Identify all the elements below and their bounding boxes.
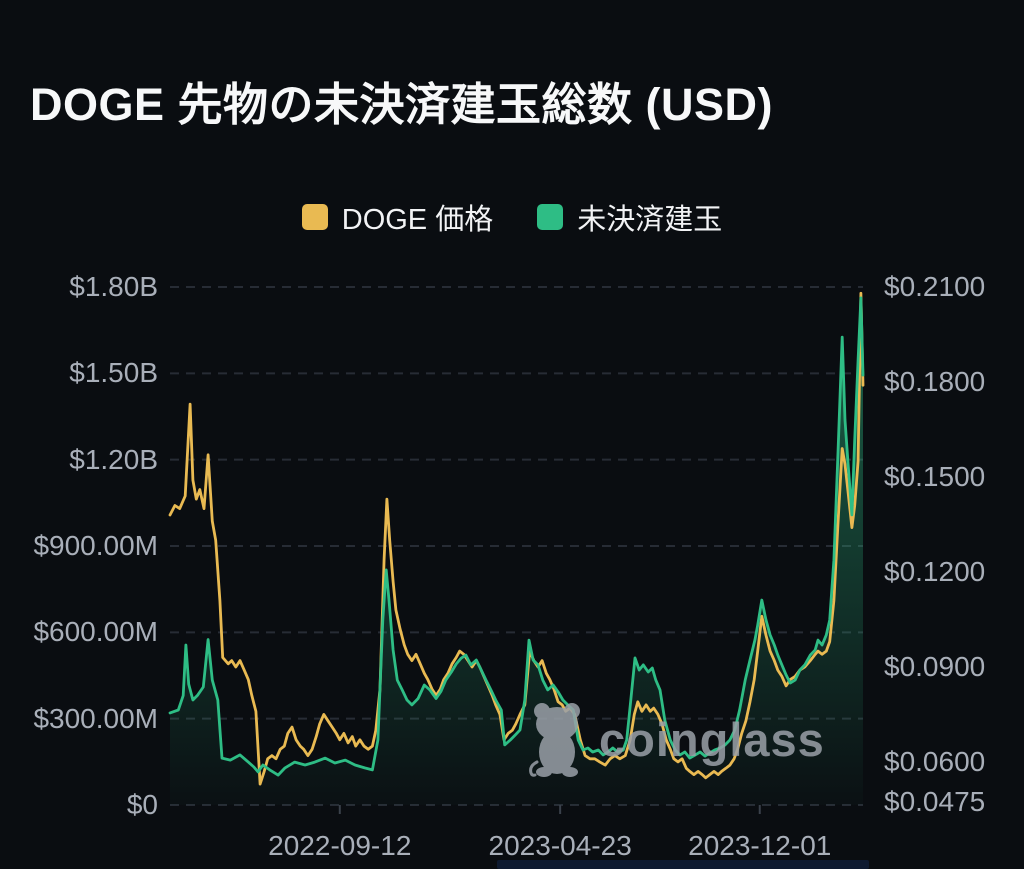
price-series-swatch-icon xyxy=(301,204,328,230)
doge-price-line xyxy=(168,291,865,786)
open-interest-area xyxy=(170,297,863,805)
legend-label-open-interest: 未決済建玉 xyxy=(577,204,723,236)
legend-item-doge-price[interactable]: DOGE 価格 xyxy=(301,196,494,238)
legend-item-open-interest[interactable]: 未決済建玉 xyxy=(537,196,722,238)
legend: DOGE 価格 未決済建玉 xyxy=(0,196,1024,238)
chart-title: DOGE 先物の未決済建玉総数 (USD) xyxy=(30,79,774,130)
open-interest-series-swatch-icon xyxy=(537,204,564,230)
legend-label-doge-price: DOGE 価格 xyxy=(341,204,494,236)
chart-scrollbar-thumb[interactable] xyxy=(497,860,869,869)
open-interest-line xyxy=(168,296,865,777)
